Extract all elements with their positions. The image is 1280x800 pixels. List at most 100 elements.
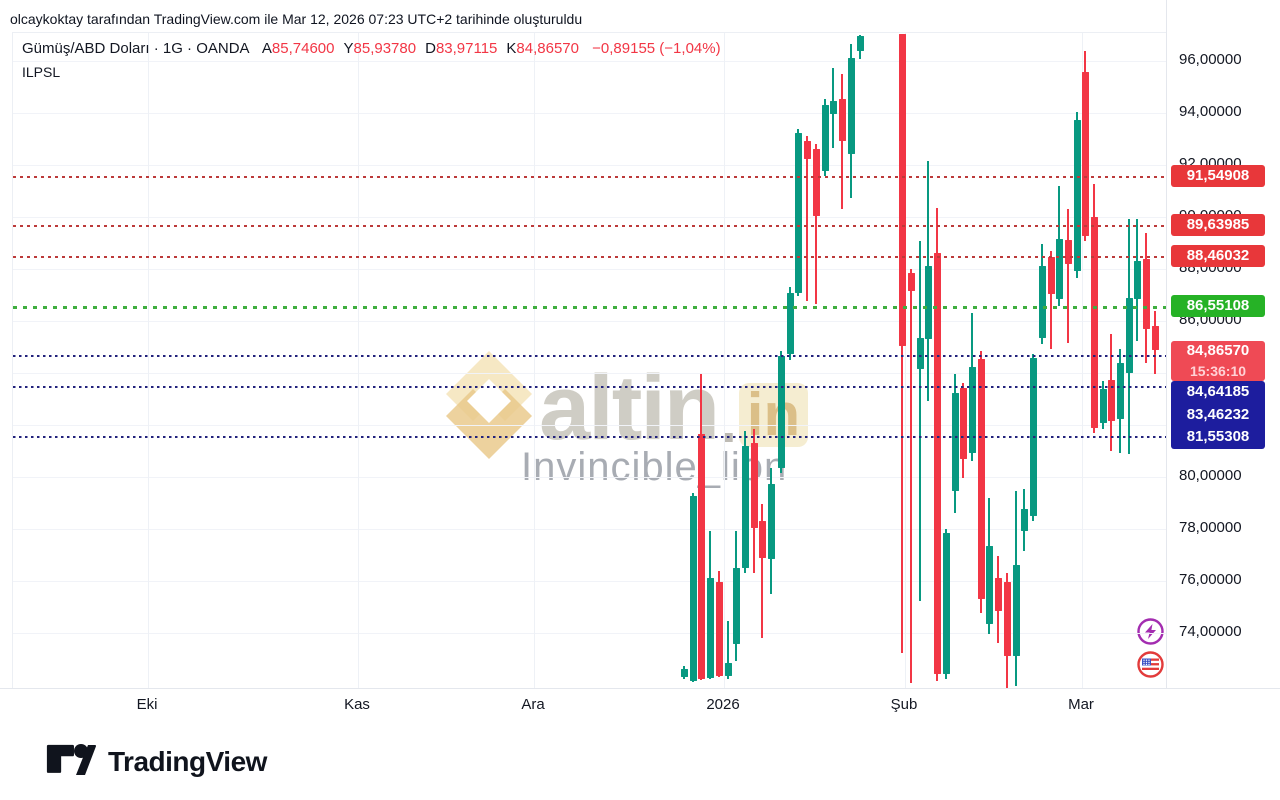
candle[interactable] — [1099, 389, 1107, 423]
candle[interactable] — [741, 446, 749, 568]
candle[interactable] — [1020, 508, 1028, 532]
symbol-title[interactable]: Gümüş/ABD Doları · 1G · OANDA — [22, 40, 249, 57]
candle[interactable] — [942, 532, 950, 675]
candle[interactable] — [916, 337, 924, 370]
gridline-vertical — [905, 33, 906, 689]
gridline-vertical — [724, 33, 725, 689]
candle[interactable] — [715, 582, 723, 676]
support-level-badge: 84,64185 — [1186, 383, 1250, 400]
price-level-badge: 86,55108 — [1171, 294, 1265, 317]
watermark-dot: . — [720, 387, 737, 455]
change-value: −0,89155 (−1,04%) — [592, 40, 721, 57]
candle[interactable] — [1090, 217, 1098, 429]
price-level-badge: 89,63985 — [1171, 214, 1265, 237]
price-tick-label: 96,00000 — [1179, 51, 1242, 68]
candle[interactable] — [724, 662, 732, 676]
price-level-badge: 91,54908 — [1171, 164, 1265, 187]
time-scale[interactable]: Eki Kas Ara 2026 Şub Mar — [0, 688, 1280, 723]
price-tick-label: 76,00000 — [1179, 571, 1242, 588]
gridline-horizontal — [13, 217, 1167, 218]
candle[interactable] — [697, 434, 705, 679]
candle[interactable] — [1107, 380, 1115, 422]
watermark-brand: altin — [539, 356, 720, 459]
candle[interactable] — [924, 265, 932, 339]
candle[interactable] — [1038, 265, 1046, 338]
candle-wick — [727, 621, 729, 679]
chart-plot-area[interactable]: altin . in Invincible_lion — [12, 32, 1167, 689]
gridline-horizontal — [13, 373, 1167, 374]
candle[interactable] — [1116, 363, 1124, 419]
candle[interactable] — [1081, 71, 1089, 236]
price-tick-label: 94,00000 — [1179, 103, 1242, 120]
tradingview-logo[interactable]: TradingView — [44, 742, 267, 781]
candle[interactable] — [977, 358, 985, 599]
candle[interactable] — [951, 393, 959, 492]
watermark-tld: in — [746, 380, 801, 448]
candle[interactable] — [758, 520, 766, 559]
time-tick-label: Ara — [521, 696, 545, 713]
candle[interactable] — [1047, 257, 1055, 294]
candle[interactable] — [1142, 259, 1150, 330]
candle-wick — [910, 269, 912, 683]
tradingview-logo-text: TradingView — [108, 745, 267, 777]
candle[interactable] — [1133, 260, 1141, 299]
candle[interactable] — [1003, 582, 1011, 656]
candle[interactable] — [794, 133, 802, 293]
price-level-line-support — [13, 385, 1167, 388]
price-level-line-resistance — [13, 256, 1167, 259]
gridline-horizontal — [13, 269, 1167, 270]
candle[interactable] — [829, 101, 837, 115]
candle[interactable] — [812, 148, 820, 216]
time-tick-label: Eki — [136, 696, 158, 713]
gridline-horizontal — [13, 113, 1167, 114]
indicator-label[interactable]: ILPSL — [22, 64, 61, 80]
candle[interactable] — [1151, 325, 1159, 351]
candle[interactable] — [985, 545, 993, 624]
candle-wick — [806, 135, 808, 301]
candle[interactable] — [732, 568, 740, 644]
candle[interactable] — [803, 141, 811, 160]
ohlc-item: K84,86570 — [506, 40, 579, 57]
price-scale[interactable]: 96,0000094,0000092,0000090,0000088,00000… — [1166, 0, 1280, 688]
candle[interactable] — [777, 356, 785, 468]
candle[interactable] — [689, 495, 697, 682]
candle[interactable] — [847, 57, 855, 155]
candle[interactable] — [1012, 564, 1020, 656]
candle[interactable] — [786, 292, 794, 354]
candle[interactable] — [750, 442, 758, 528]
candle[interactable] — [959, 388, 967, 460]
price-tick-label: 74,00000 — [1179, 623, 1242, 640]
price-level-line-pivot — [13, 305, 1167, 309]
time-tick-label: Kas — [344, 696, 370, 713]
candle[interactable] — [907, 272, 915, 292]
gridline-horizontal — [13, 477, 1167, 478]
candle[interactable] — [968, 367, 976, 454]
gridline-vertical — [1082, 33, 1083, 689]
candle[interactable] — [898, 33, 906, 346]
candle[interactable] — [933, 252, 941, 675]
candle-wick — [919, 240, 921, 601]
price-level-line-resistance — [13, 175, 1167, 178]
ohlc-item: A85,74600 — [261, 40, 335, 57]
candle[interactable] — [1125, 298, 1133, 373]
candle[interactable] — [856, 36, 864, 52]
candle[interactable] — [994, 577, 1002, 611]
candle[interactable] — [1064, 239, 1072, 265]
price-tick-label: 78,00000 — [1179, 519, 1242, 536]
support-level-badge: 81,55308 — [1186, 428, 1250, 446]
gridline-horizontal — [13, 529, 1167, 530]
price-level-line-support — [13, 355, 1167, 358]
candle[interactable] — [706, 577, 714, 678]
us-flag-event-icon[interactable] — [1137, 651, 1164, 678]
candle[interactable] — [838, 98, 846, 142]
ohlc-item: Y85,93780 — [343, 40, 417, 57]
candle[interactable] — [1073, 120, 1081, 272]
candle[interactable] — [767, 484, 775, 559]
candle-wick — [841, 74, 843, 209]
candle[interactable] — [680, 668, 688, 677]
time-tick-label: 2026 — [706, 696, 740, 713]
candle[interactable] — [821, 104, 829, 171]
candle[interactable] — [1055, 239, 1063, 299]
lightning-event-icon[interactable] — [1137, 618, 1164, 645]
